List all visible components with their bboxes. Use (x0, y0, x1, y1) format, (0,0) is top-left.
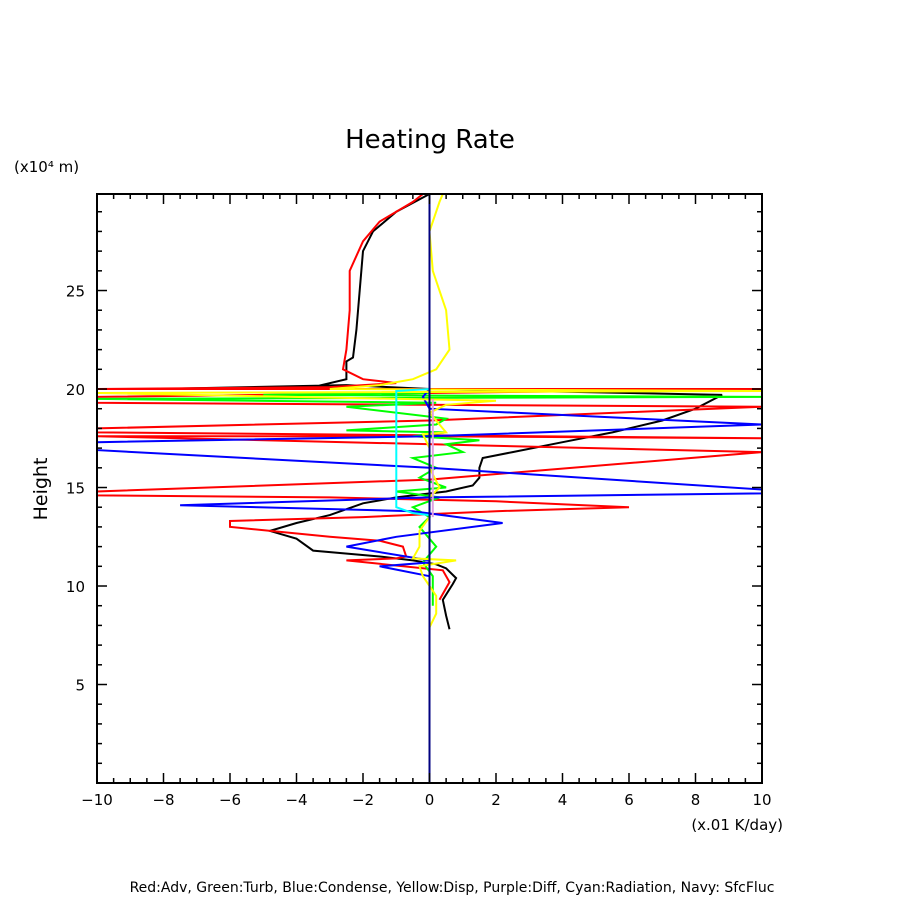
x-tick-label: −6 (219, 791, 241, 809)
x-tick-label: 2 (491, 791, 501, 809)
y-tick-label: 25 (66, 283, 85, 301)
series-layer (96, 193, 763, 783)
series-line-cyan-radiation (395, 388, 430, 517)
x-tick-label: 6 (624, 791, 634, 809)
x-tick-label: −8 (152, 791, 174, 809)
x-tick-label: 8 (691, 791, 701, 809)
y-axis-title: Height (30, 458, 52, 521)
y-tick-label: 10 (66, 578, 85, 596)
y-unit-label: (x10⁴ m) (14, 158, 79, 176)
y-tick-label: 5 (75, 677, 85, 695)
x-tick-label: −2 (352, 791, 374, 809)
legend-caption: Red:Adv, Green:Turb, Blue:Condense, Yell… (130, 880, 775, 896)
x-axis-unit-label: (x.01 K/day) (691, 816, 783, 834)
x-tick-label: 10 (752, 791, 771, 809)
series-line-green-turb (96, 392, 763, 606)
x-tick-label: −10 (81, 791, 113, 809)
x-tick-label: 4 (558, 791, 568, 809)
y-tick-label: 15 (66, 480, 85, 498)
x-tick-label: −4 (285, 791, 307, 809)
plot-frame (96, 193, 763, 784)
x-tick-label: 0 (425, 791, 435, 809)
y-tick-label: 20 (66, 381, 85, 399)
series-line-yellow-disp (96, 193, 763, 628)
chart-title: Heating Rate (345, 125, 515, 155)
ticks-layer: −10 −8 −6 −4 −2 0 2 4 6 8 10 5 10 15 20 25 (66, 194, 772, 809)
